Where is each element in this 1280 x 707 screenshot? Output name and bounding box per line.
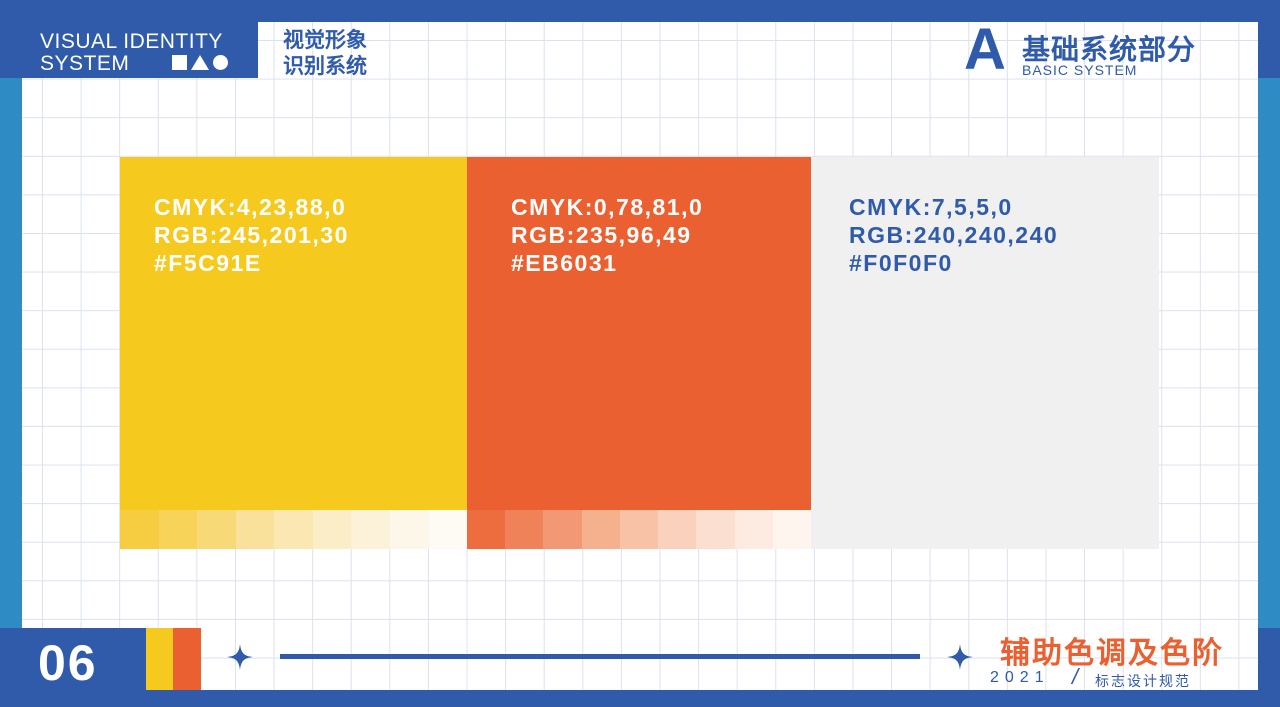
cn-subtitle-line1: 视觉形象 <box>283 29 367 52</box>
swatch-info: CMYK:0,78,81,0 RGB:235,96,49 #EB6031 <box>511 193 703 277</box>
tint-step <box>120 510 159 549</box>
tint-step <box>467 510 506 549</box>
footer-slash: / <box>1072 664 1079 689</box>
tint-step <box>505 510 544 549</box>
swatch-rgb: RGB:245,201,30 <box>154 222 349 248</box>
tint-scale <box>467 510 811 549</box>
cn-subtitle: 视觉形象 识别系统 <box>283 28 367 80</box>
tint-step <box>658 510 697 549</box>
vi-title-line1: VISUAL IDENTITY <box>40 30 223 53</box>
section-subtitle: BASIC SYSTEM <box>1022 62 1138 78</box>
swatch-cmyk: CMYK:4,23,88,0 <box>154 194 347 220</box>
tint-step <box>312 510 352 549</box>
frame-bottom <box>0 690 1280 707</box>
swatch-hex: #EB6031 <box>511 250 618 276</box>
section-letter: A <box>964 17 1006 82</box>
sparkle-icon <box>947 644 973 670</box>
tint-step <box>543 510 582 549</box>
tint-step <box>772 510 811 549</box>
color-swatch-orange: CMYK:0,78,81,0 RGB:235,96,49 #EB6031 <box>467 157 811 549</box>
swatch-info: CMYK:4,23,88,0 RGB:245,201,30 #F5C91E <box>154 193 349 277</box>
frame-left-accent <box>0 78 22 628</box>
square-icon <box>172 55 187 70</box>
page-number: 06 <box>38 635 98 691</box>
frame-right-accent <box>1258 78 1280 628</box>
tint-step <box>274 510 313 549</box>
swatch-cmyk: CMYK:7,5,5,0 <box>849 194 1013 220</box>
vi-brand-block: VISUAL IDENTITY SYSTEM <box>22 22 258 78</box>
tint-step <box>197 510 236 549</box>
footer-year: 2021 <box>990 669 1050 686</box>
circle-icon <box>213 55 228 70</box>
tint-scale <box>120 510 468 549</box>
frame-top <box>0 0 1280 22</box>
swatch-rgb: RGB:235,96,49 <box>511 222 692 248</box>
section-heading: A 基础系统部分 BASIC SYSTEM <box>964 20 1234 82</box>
footer-divider <box>280 654 920 659</box>
color-swatch-gray: CMYK:7,5,5,0 RGB:240,240,240 #F0F0F0 <box>811 157 1159 549</box>
page-number-block: 06 <box>22 628 146 691</box>
swatch-rgb: RGB:240,240,240 <box>849 222 1059 248</box>
swatch-info: CMYK:7,5,5,0 RGB:240,240,240 #F0F0F0 <box>849 193 1058 277</box>
tint-step <box>696 510 735 549</box>
triangle-icon <box>191 55 209 70</box>
shape-icons <box>172 55 228 70</box>
tint-step <box>351 510 390 549</box>
tint-step <box>581 510 620 549</box>
tint-step <box>235 510 275 549</box>
swatch-hex: #F5C91E <box>154 250 262 276</box>
tint-step <box>389 510 429 549</box>
footer-label: 标志设计规范 <box>1095 673 1191 689</box>
tint-step <box>428 510 468 549</box>
tint-step <box>158 510 198 549</box>
cn-subtitle-line2: 识别系统 <box>283 55 367 78</box>
tint-step <box>619 510 659 549</box>
color-swatch-yellow: CMYK:4,23,88,0 RGB:245,201,30 #F5C91E <box>120 157 468 549</box>
swatch-hex: #F0F0F0 <box>849 250 953 276</box>
swatch-cmyk: CMYK:0,78,81,0 <box>511 194 704 220</box>
tint-step <box>734 510 773 549</box>
sparkle-icon <box>227 644 253 670</box>
orange-bar <box>173 628 201 690</box>
vi-title-line2: SYSTEM <box>40 52 130 75</box>
page-title: 辅助色调及色阶 <box>1000 637 1224 670</box>
section-title: 基础系统部分 <box>1022 34 1197 65</box>
yellow-bar <box>146 628 173 690</box>
